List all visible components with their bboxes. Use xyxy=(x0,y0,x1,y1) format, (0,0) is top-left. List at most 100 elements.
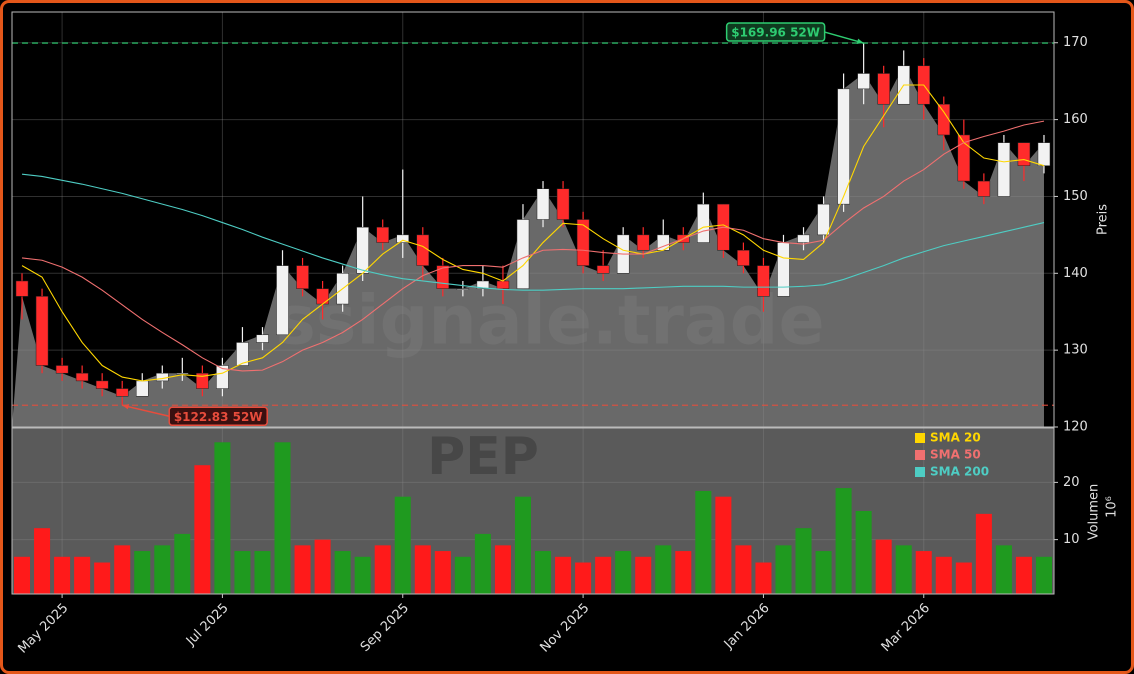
volume-bar xyxy=(194,465,211,594)
y-tick-label: 170 xyxy=(1063,35,1088,50)
candle-body xyxy=(256,334,269,343)
candle-body xyxy=(496,280,510,289)
candle-body xyxy=(857,73,870,90)
volume-frame xyxy=(11,427,1055,595)
candle-body xyxy=(737,249,750,266)
legend-swatch xyxy=(915,450,925,460)
legend-label: SMA 50 xyxy=(930,448,981,462)
candle-body xyxy=(396,234,410,243)
volume-bar xyxy=(454,556,471,594)
volume-bar xyxy=(134,551,151,594)
volume-bar xyxy=(875,539,892,594)
sma-line xyxy=(21,173,1045,291)
volume-bar xyxy=(74,556,91,594)
candle-body xyxy=(777,242,790,297)
annotation: $169.96 52W xyxy=(725,22,864,44)
volume-bar xyxy=(735,545,752,594)
volume-bar xyxy=(775,545,792,594)
volume-bar xyxy=(334,551,351,594)
volume-bar xyxy=(575,562,592,594)
candle-body xyxy=(937,103,951,136)
volume-bar xyxy=(1035,556,1052,594)
candle-body xyxy=(135,380,149,397)
volume-bar xyxy=(935,556,952,594)
volume-bar xyxy=(555,556,572,594)
x-tick-label: Jul 2025 xyxy=(183,601,232,650)
volume-bar xyxy=(474,533,491,594)
volume-bar xyxy=(855,511,872,594)
candle-body xyxy=(636,234,650,251)
volume-bar xyxy=(94,562,111,594)
volume-bar xyxy=(514,496,531,594)
ticker-watermark: PEP xyxy=(427,427,539,487)
candle-body xyxy=(376,226,389,243)
candle-body xyxy=(276,265,289,336)
candle-body xyxy=(356,226,369,274)
candle-body xyxy=(35,296,49,366)
legend-swatch xyxy=(915,467,925,477)
candle-body xyxy=(115,388,129,397)
candle-body xyxy=(316,288,329,305)
candle-body xyxy=(977,180,991,197)
volume-bar xyxy=(995,545,1012,594)
volume-bar xyxy=(915,551,932,594)
volume-bar xyxy=(695,490,712,594)
volume-bar xyxy=(635,556,652,594)
candle-body xyxy=(697,203,710,243)
candle-body xyxy=(997,142,1011,197)
x-tick-label: Sep 2025 xyxy=(358,601,412,655)
volume-bar xyxy=(214,442,231,594)
x-tick-label: May 2025 xyxy=(15,601,71,657)
volume-bar xyxy=(414,545,431,594)
volume-bar xyxy=(595,556,612,594)
annotation-arrow xyxy=(824,31,864,44)
volume-bar xyxy=(374,545,391,594)
legend-label: SMA 20 xyxy=(930,431,981,445)
candle-body xyxy=(1037,142,1051,166)
x-tick-label: Nov 2025 xyxy=(538,601,593,656)
volume-bar xyxy=(815,551,832,594)
candle-body xyxy=(15,280,29,297)
volume-bar xyxy=(835,488,852,594)
volume-bar xyxy=(354,556,371,594)
candle-body xyxy=(156,372,169,382)
candle-body xyxy=(596,265,610,274)
volume-bar xyxy=(955,562,972,594)
candle-body xyxy=(576,219,590,266)
annotation-label: $122.83 52W xyxy=(174,410,263,424)
volume-bar xyxy=(154,545,171,594)
candle-body xyxy=(236,342,249,366)
price-frame xyxy=(11,11,1055,428)
legend-swatch xyxy=(915,433,925,443)
candle-body xyxy=(55,365,69,374)
volume-bar xyxy=(14,556,31,594)
candle-body xyxy=(75,372,89,382)
volume-bar xyxy=(54,556,71,594)
volume-bar xyxy=(394,496,411,594)
y-tick-label: 150 xyxy=(1063,189,1088,204)
arrow-head xyxy=(122,404,130,410)
volume-bar xyxy=(294,545,311,594)
y-tick-label: 160 xyxy=(1063,112,1088,127)
candle-body xyxy=(536,188,550,220)
volume-bar xyxy=(655,545,672,594)
volume-bar xyxy=(895,545,912,594)
y-tick-label: 140 xyxy=(1063,266,1088,281)
candle-body xyxy=(516,219,530,289)
candle-body xyxy=(196,372,209,389)
volume-bar xyxy=(615,551,632,594)
volume-bar xyxy=(535,551,552,594)
sma-line xyxy=(21,120,1045,372)
annotation-arrow xyxy=(122,404,170,417)
annotation: $122.83 52W xyxy=(122,404,268,427)
volume-bar xyxy=(34,528,51,594)
volume-bar xyxy=(274,442,291,594)
volume-bar xyxy=(114,545,131,594)
y-axis-label: Volumen xyxy=(1087,484,1102,541)
candle-body xyxy=(1017,142,1031,166)
volume-bar xyxy=(1015,556,1032,594)
volume-bar xyxy=(254,551,271,594)
candle-body xyxy=(95,380,109,389)
y-tick-label: 120 xyxy=(1063,420,1088,435)
